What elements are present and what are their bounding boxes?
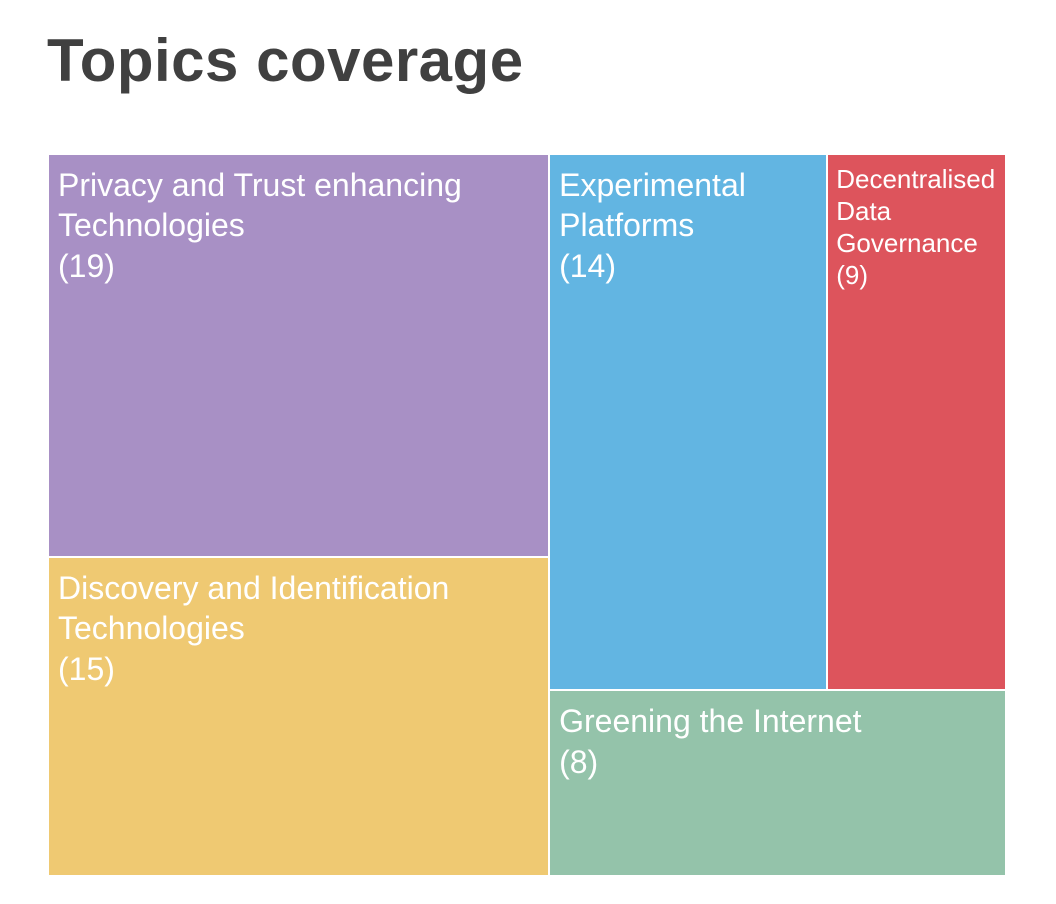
chart-title: Topics coverage [47, 27, 524, 94]
treemap-tile-decentralised-data-governance: Decentralised Data Governance (9) [827, 154, 1006, 690]
treemap-chart: Privacy and Trust enhancing Technologies… [48, 154, 1006, 876]
treemap-tile-discovery-identification: Discovery and Identification Technologie… [48, 557, 550, 876]
tile-value: (9) [836, 260, 868, 290]
tile-label: Greening the Internet [559, 702, 862, 739]
tile-label: Decentralised Data Governance [836, 164, 996, 258]
treemap-tile-privacy-trust: Privacy and Trust enhancing Technologies… [48, 154, 550, 558]
tile-label: Privacy and Trust enhancing Technologies [58, 167, 462, 243]
tile-value: (14) [559, 248, 616, 284]
treemap-tile-experimental-platforms: Experimental Platforms (14) [549, 154, 828, 690]
tile-label: Experimental Platforms [559, 167, 746, 243]
tile-value: (15) [58, 651, 115, 688]
tile-value: (8) [559, 743, 599, 780]
tile-value: (19) [58, 248, 115, 284]
treemap-tile-greening-internet: Greening the Internet (8) [549, 689, 1006, 876]
tile-label: Discovery and Identification Technologie… [58, 570, 450, 647]
